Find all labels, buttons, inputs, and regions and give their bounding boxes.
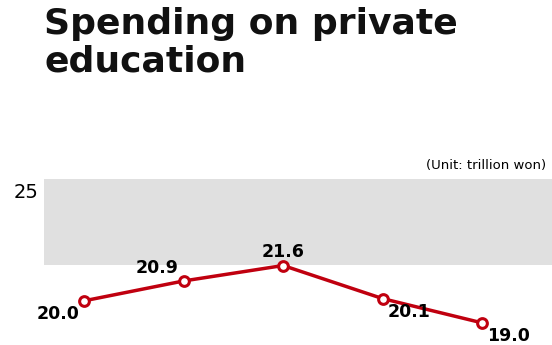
Text: 19.0: 19.0 [487,327,530,345]
Text: (Unit: trillion won): (Unit: trillion won) [426,159,546,172]
Text: 20.1: 20.1 [388,303,431,321]
Text: 20.9: 20.9 [136,259,179,277]
Text: 20.0: 20.0 [36,305,79,323]
Bar [44,179,552,265]
Text: Spending on private
education: Spending on private education [44,7,458,79]
Text: 21.6: 21.6 [262,243,305,261]
